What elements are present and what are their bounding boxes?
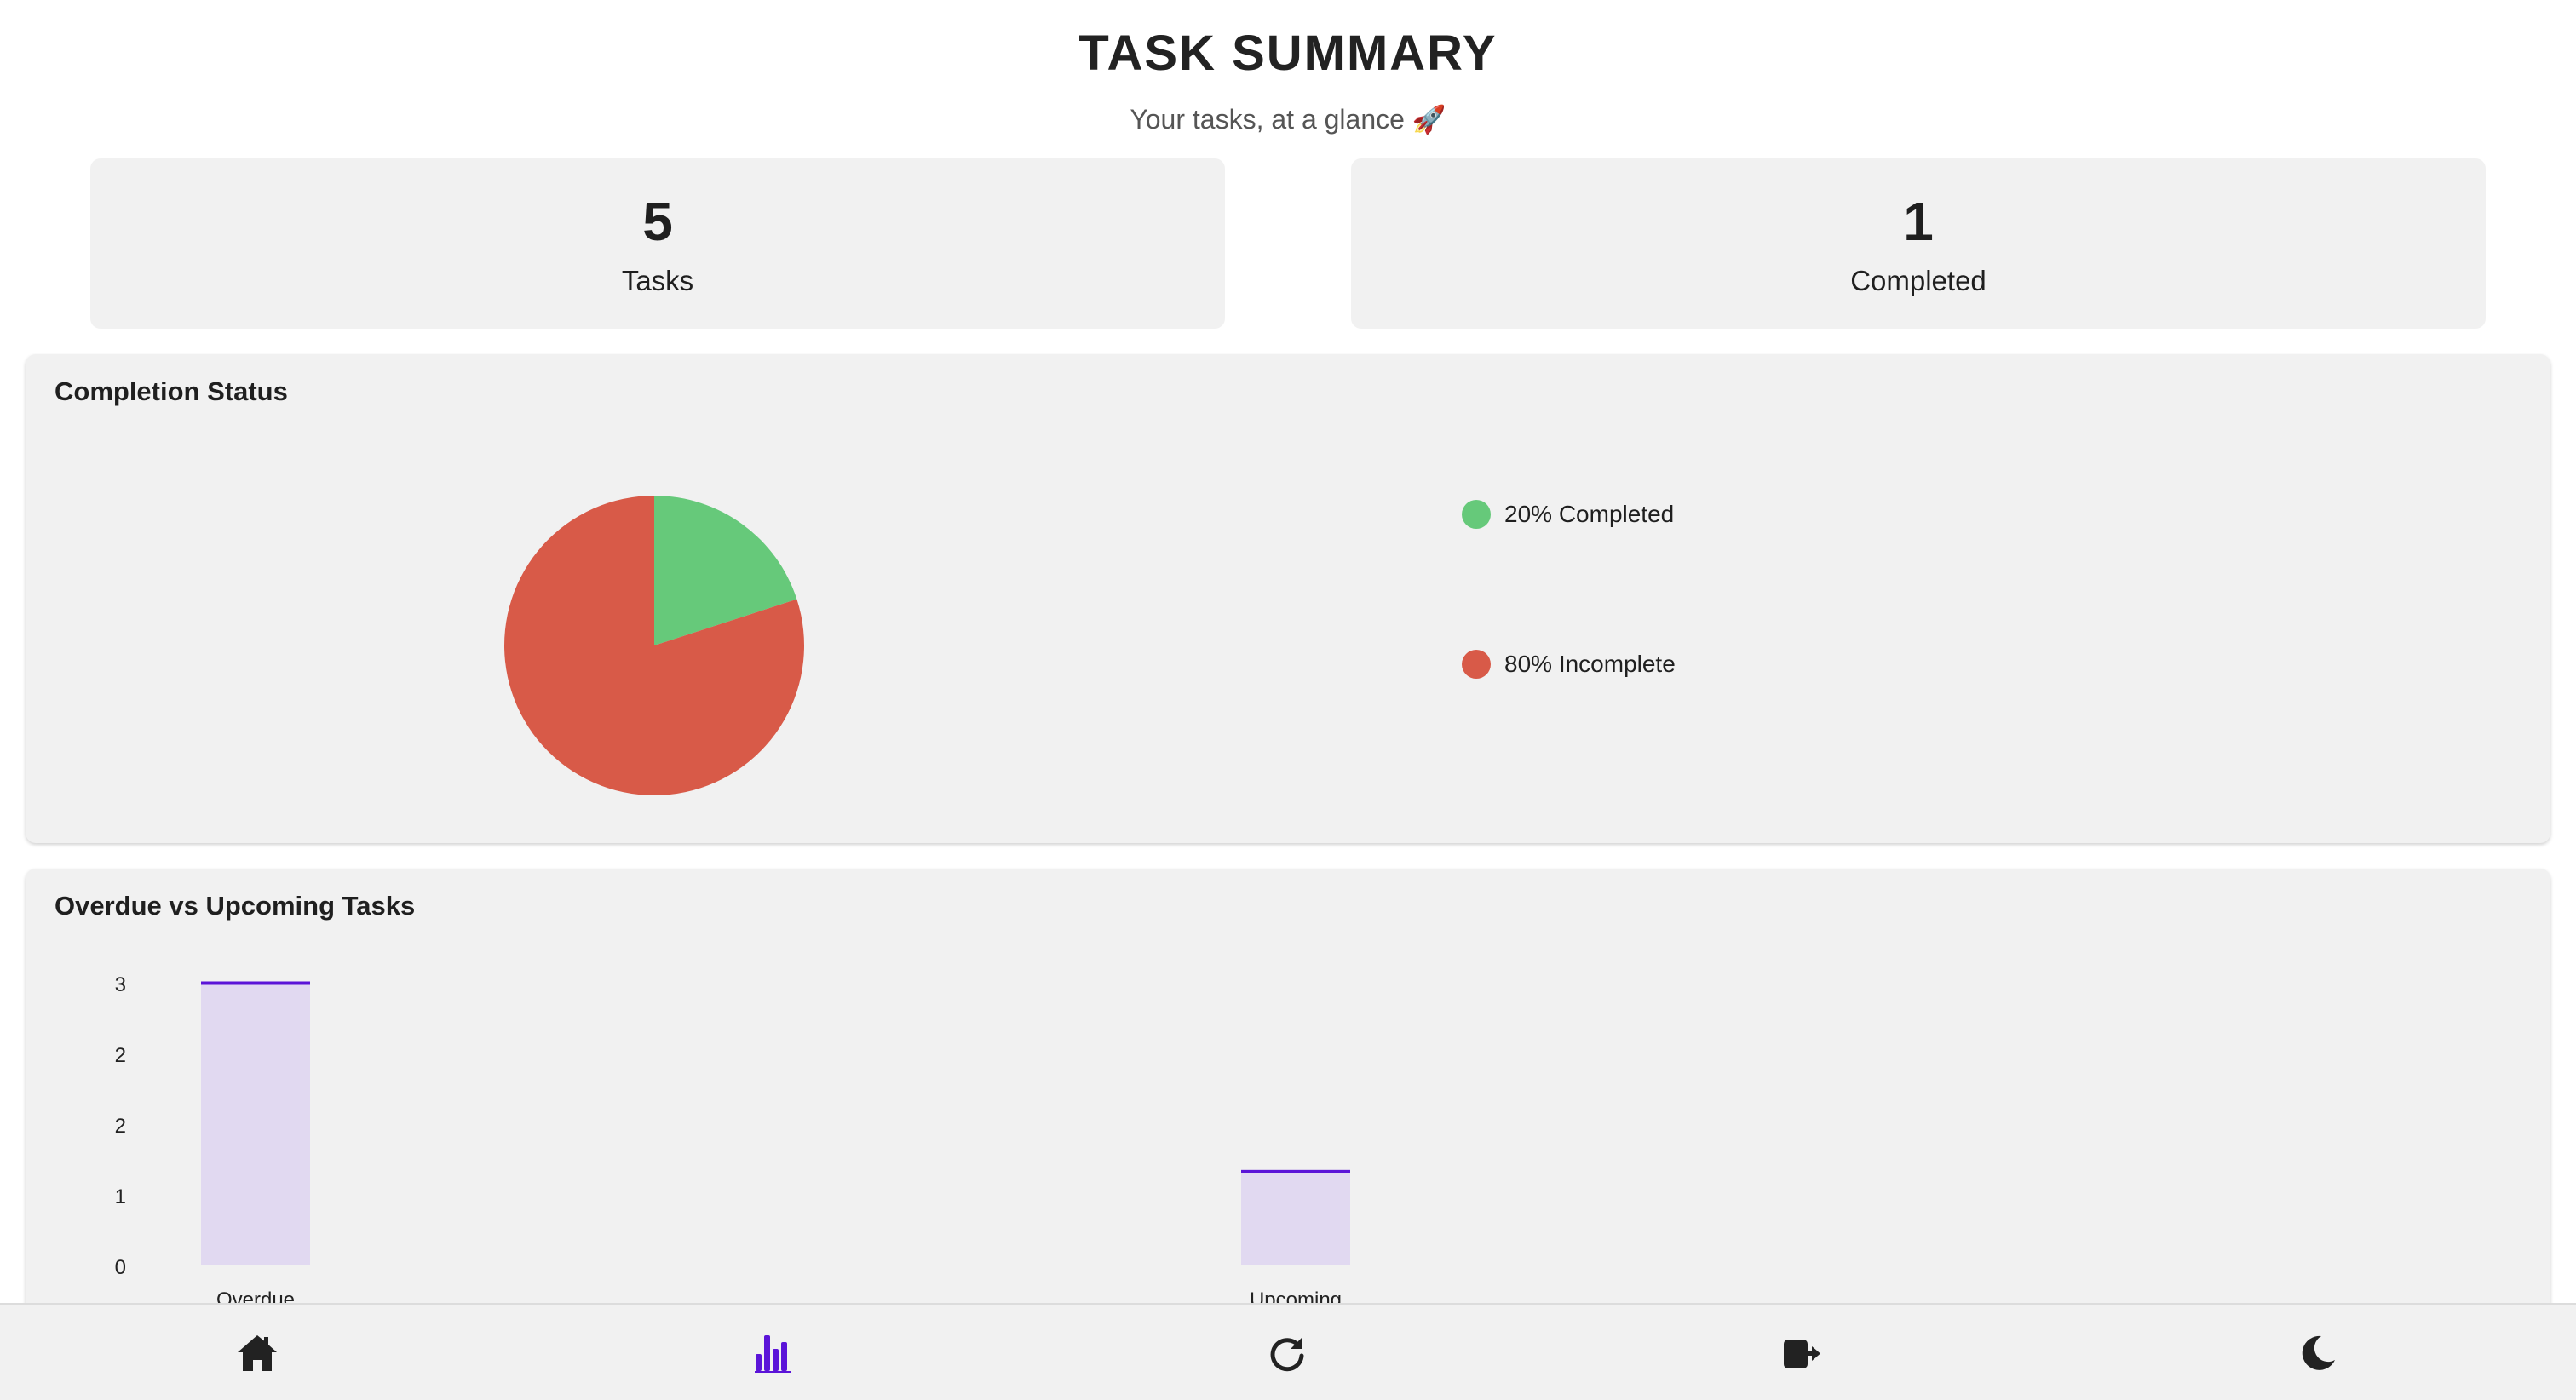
moon-icon xyxy=(2302,1335,2335,1370)
total-tasks-card: 5 Tasks xyxy=(90,158,1225,329)
completed-tasks-label: Completed xyxy=(1850,265,1987,296)
legend-item-completed: 20% Completed xyxy=(1462,497,1676,531)
bar-overdue xyxy=(201,983,310,1265)
nav-stats-button[interactable] xyxy=(743,1323,802,1383)
y-tick-label: 2 xyxy=(115,1115,126,1138)
legend-label-incomplete: 80% Incomplete xyxy=(1504,651,1676,677)
overdue-upcoming-title: Overdue vs Upcoming Tasks xyxy=(55,891,416,921)
total-tasks-count: 5 xyxy=(642,191,673,252)
nav-home-button[interactable] xyxy=(227,1323,287,1383)
completion-status-title: Completion Status xyxy=(55,376,288,406)
legend-item-incomplete: 80% Incomplete xyxy=(1462,647,1676,681)
logout-icon xyxy=(1784,1340,1820,1368)
bar-upcoming xyxy=(1241,1171,1350,1265)
nav-theme-button[interactable] xyxy=(2287,1323,2347,1383)
y-tick-label: 3 xyxy=(115,973,126,996)
completed-tasks-count: 1 xyxy=(1903,191,1934,252)
completion-status-panel: Completion Status 20% Completed 80% Inco… xyxy=(26,354,2550,843)
nav-logout-button[interactable] xyxy=(1772,1323,1831,1383)
bar-top-line-overdue xyxy=(201,981,310,985)
page-title: TASK SUMMARY xyxy=(1078,26,1498,81)
header: TASK SUMMARY Your tasks, at a glance 🚀 xyxy=(0,24,2576,136)
completion-legend: 20% Completed 80% Incomplete xyxy=(1462,497,1676,797)
home-icon xyxy=(238,1335,277,1371)
legend-label-completed: 20% Completed xyxy=(1504,501,1675,527)
completion-pie-chart xyxy=(504,496,804,795)
legend-swatch-completed xyxy=(1462,500,1491,529)
total-tasks-label: Tasks xyxy=(621,265,694,296)
y-tick-label: 0 xyxy=(115,1256,126,1279)
bar-top-line-upcoming xyxy=(1241,1169,1350,1173)
page-subtitle: Your tasks, at a glance 🚀 xyxy=(1130,104,1446,135)
legend-swatch-incomplete xyxy=(1462,650,1491,679)
y-tick-label: 2 xyxy=(115,1044,126,1067)
completed-tasks-card: 1 Completed xyxy=(1351,158,2486,329)
pie-slice-incomplete xyxy=(504,496,804,795)
bar-chart-icon xyxy=(755,1335,791,1373)
nav-refresh-button[interactable] xyxy=(1257,1323,1317,1383)
bottom-nav xyxy=(0,1303,2576,1400)
refresh-icon xyxy=(1270,1337,1304,1372)
y-tick-label: 1 xyxy=(115,1185,126,1208)
pie-slice-completed xyxy=(654,496,797,645)
